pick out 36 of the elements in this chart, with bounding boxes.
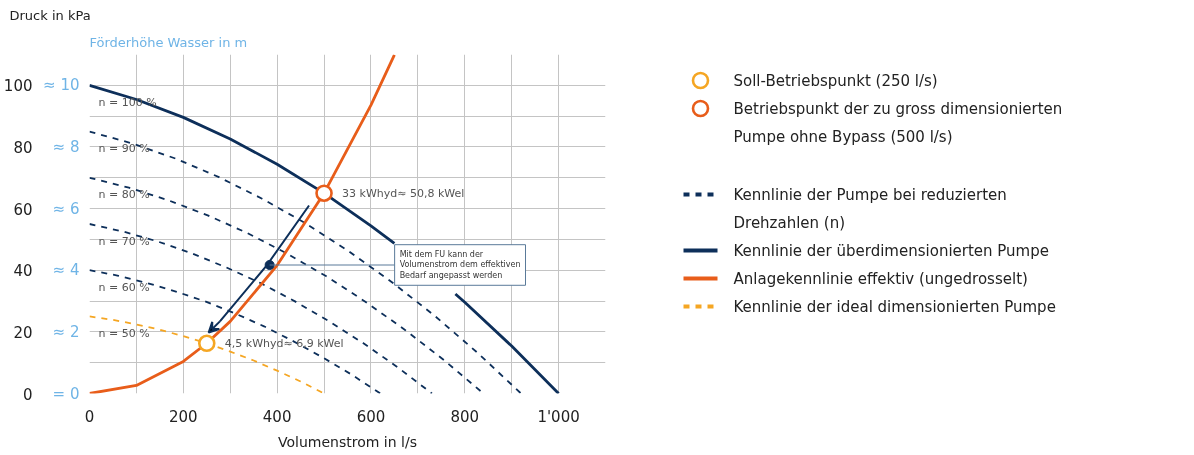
y2-tick-label: ≈ 4 xyxy=(52,261,80,280)
x-axis-title: Volumenstrom in l/s xyxy=(278,433,417,450)
x-tick-label: 200 xyxy=(169,407,198,426)
annotation: n = 90 % xyxy=(98,142,150,156)
x-tick-label: 800 xyxy=(450,407,480,426)
y2-tick-label: ≈ 10 xyxy=(43,76,80,95)
annotation: n = 70 % xyxy=(98,234,150,248)
chart-title: Druck in kPa xyxy=(9,7,91,23)
chart-subtitle: Förderhöhe Wasser in m xyxy=(89,34,248,50)
y2-tick-label: ≈ 8 xyxy=(52,137,80,156)
legend-label: Kennlinie der überdimensionierten Pumpe xyxy=(733,241,1049,260)
x-tick-label: 400 xyxy=(262,407,292,426)
x-tick-label: 600 xyxy=(356,407,386,426)
line-series xyxy=(89,130,522,394)
x-tick-label: 0 xyxy=(84,407,95,426)
annotation: 33 kWhyd≈ 50,8 kWel xyxy=(342,186,465,200)
y-tick-label: 0 xyxy=(22,385,33,404)
y-tick-label: 80 xyxy=(13,138,33,157)
y-tick-label: 20 xyxy=(13,323,33,342)
y-tick-label: 100 xyxy=(3,77,33,96)
annotation: Mit dem FU kann der Volumenstrom dem effektiven Bedarf angepasst werden xyxy=(399,249,521,281)
y-tick-label: 60 xyxy=(13,200,33,219)
legend-label: Kennlinie der Pumpe bei reduzierten Drehzahlen (n) xyxy=(733,185,1007,232)
annotation: 4,5 kWhyd≈ 6,9 kWel xyxy=(224,336,344,350)
legend-label: Soll-Betriebspunkt (250 l/s) xyxy=(733,71,938,90)
y-tick-label: 40 xyxy=(13,262,33,281)
x-tick-label: 1'000 xyxy=(537,407,580,426)
annotation: n = 60 % xyxy=(98,280,150,294)
legend-label: Kennlinie der ideal dimensionierten Pumpe xyxy=(733,297,1056,316)
y2-tick-label: = 0 xyxy=(52,384,80,403)
legend-label: Betriebspunkt der zu gross dimensionierten Pumpe ohne Bypass (500 l/s) xyxy=(733,99,1063,146)
annotation: n = 80 % xyxy=(98,188,150,202)
legend-label: Anlagekennlinie effektiv (ungedrosselt) xyxy=(733,269,1028,288)
y2-tick-label: ≈ 2 xyxy=(52,322,80,341)
y2-tick-label: ≈ 6 xyxy=(52,199,80,218)
annotation: n = 50 % xyxy=(98,326,150,340)
